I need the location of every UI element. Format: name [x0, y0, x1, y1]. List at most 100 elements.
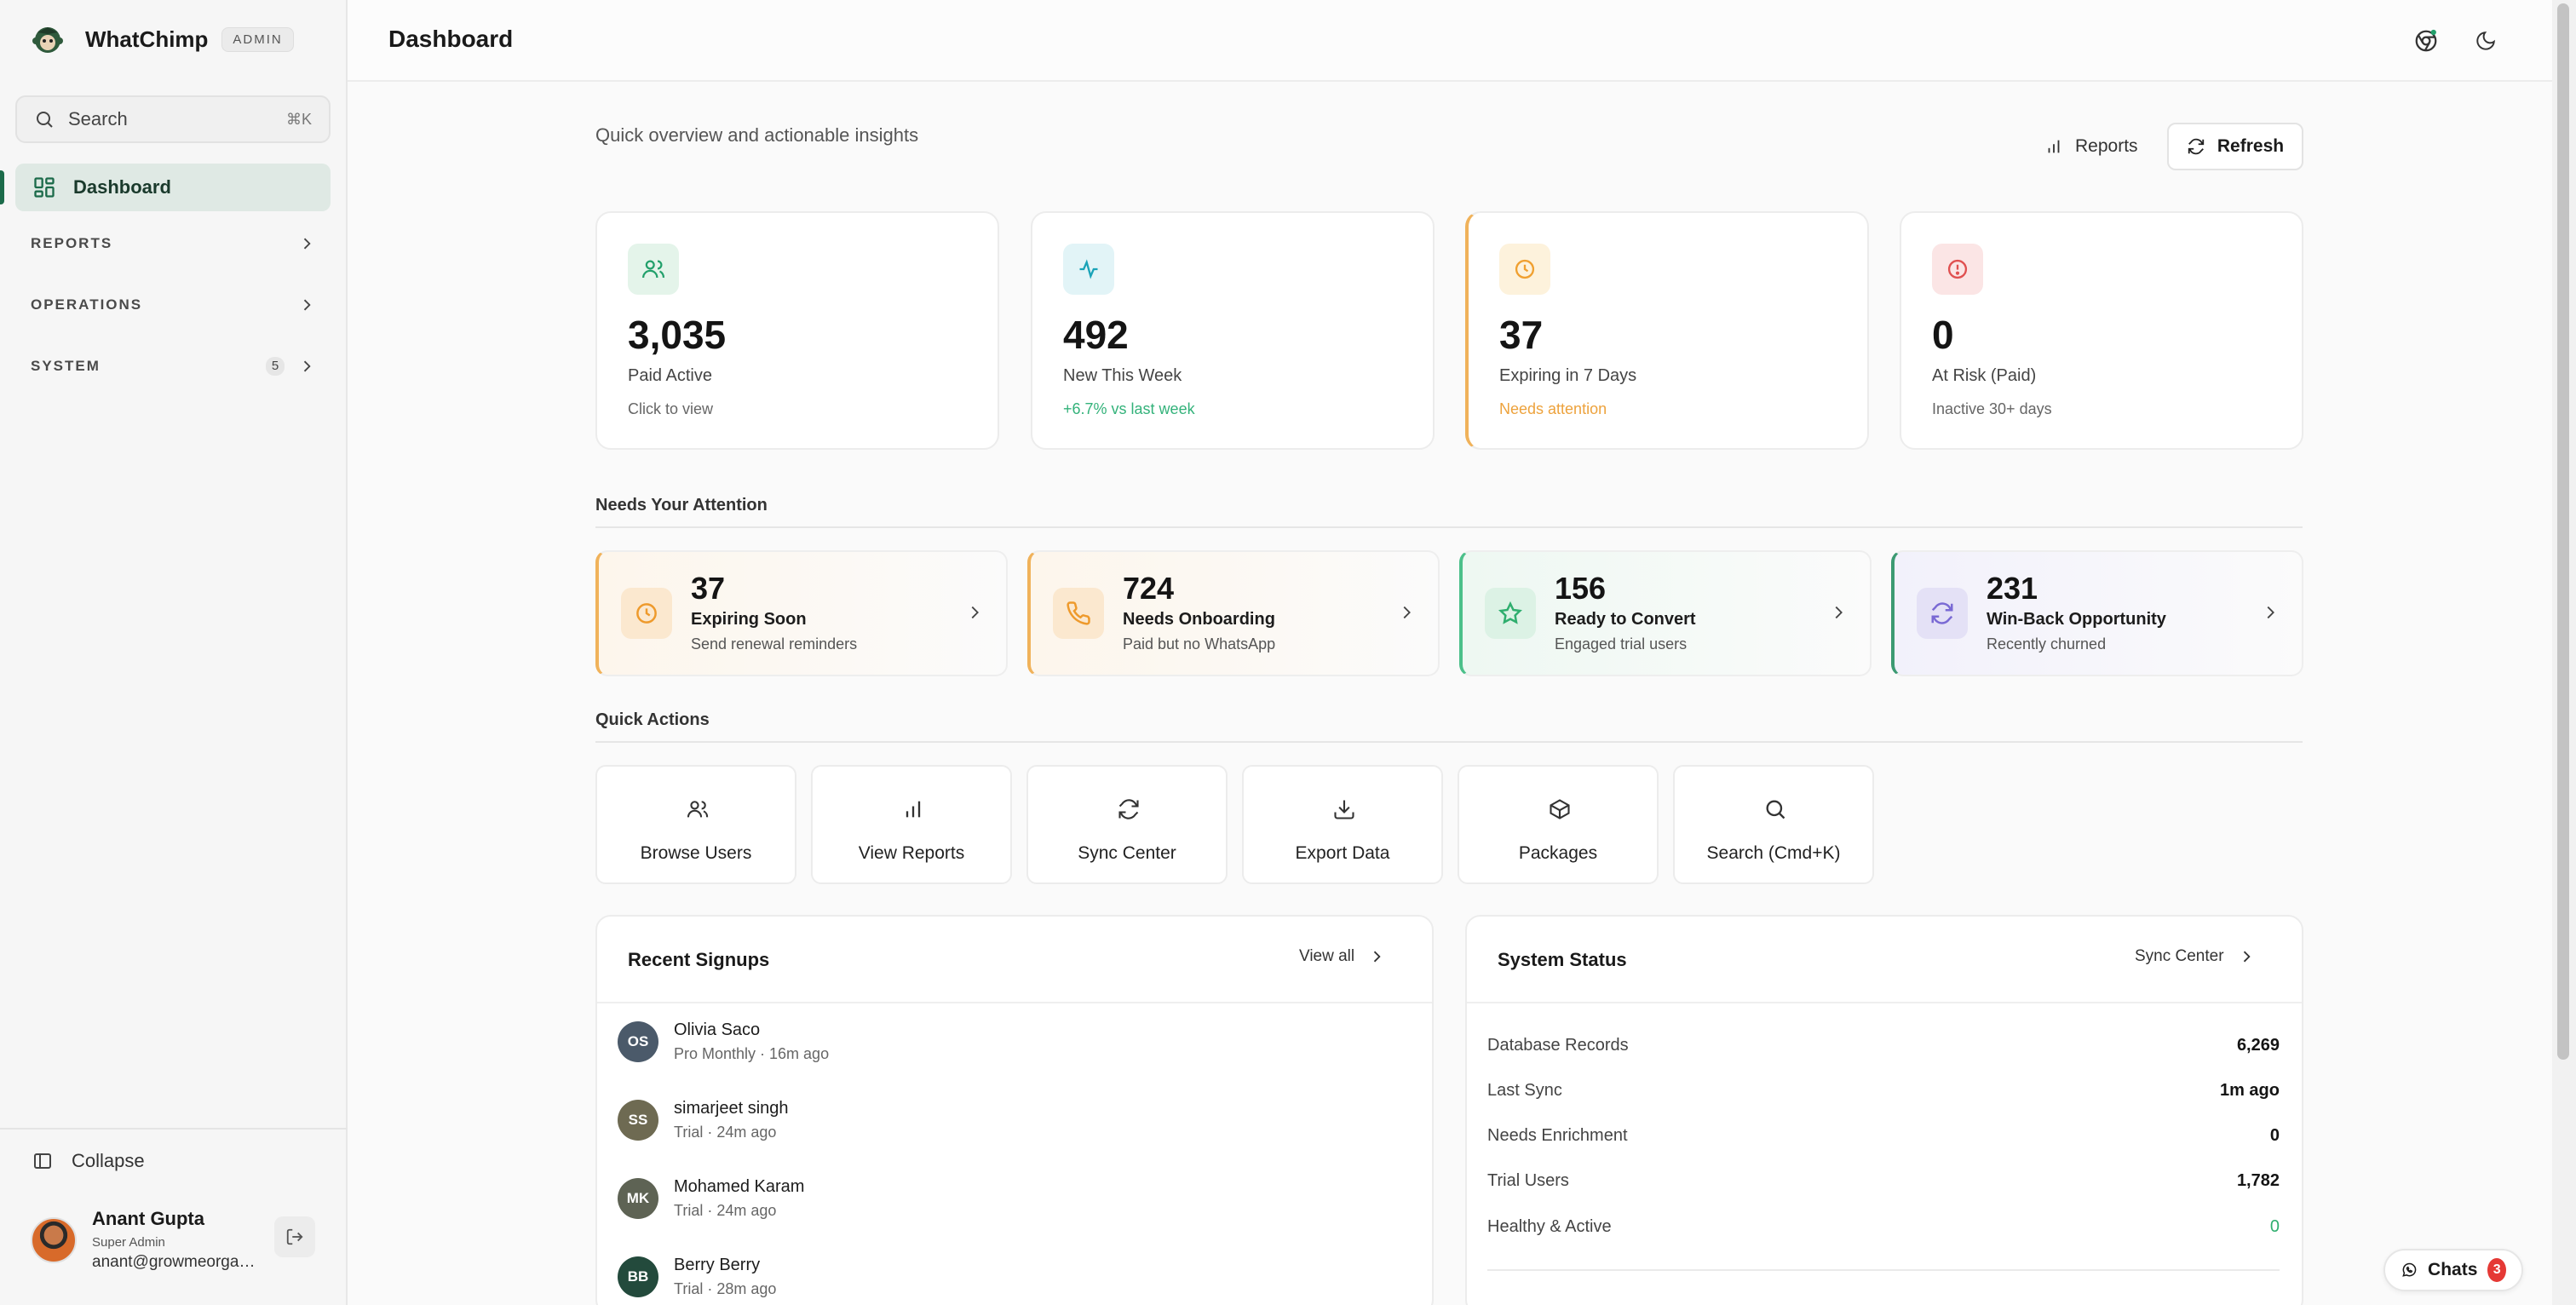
list-item[interactable]: OS Olivia Saco Pro Monthly · 16m ago: [618, 1020, 829, 1063]
list-item[interactable]: MK Mohamed Karam Trial · 24m ago: [618, 1177, 804, 1220]
stat-card-expiring[interactable]: 37 Expiring in 7 Days Needs attention: [1465, 211, 1869, 450]
sidebar-group-reports[interactable]: REPORTS: [15, 223, 331, 264]
stat-card-paid-active[interactable]: 3,035 Paid Active Click to view: [595, 211, 999, 450]
signup-name: Olivia Saco: [674, 1020, 761, 1039]
status-row: Needs Enrichment 0: [1487, 1126, 2280, 1146]
page-title: Dashboard: [388, 26, 514, 52]
refresh-label: Refresh: [2217, 136, 2285, 156]
chimp-logo-icon: [32, 27, 63, 53]
attention-desc: Recently churned: [1987, 635, 2107, 652]
avatar: SS: [618, 1100, 658, 1141]
unread-count-badge: 3: [2487, 1258, 2506, 1282]
users-icon: [687, 801, 709, 818]
group-label: OPERATIONS: [31, 296, 143, 313]
quick-action-browse-users[interactable]: Browse Users: [595, 765, 796, 884]
status-key: Healthy & Active: [1487, 1217, 1612, 1236]
quick-action-sync-center[interactable]: Sync Center: [1026, 765, 1228, 884]
status-row: Healthy & Active 0: [1487, 1217, 2280, 1237]
brand[interactable]: WhatChimp ADMIN: [31, 22, 294, 56]
attention-card-expiring-soon[interactable]: 37 Expiring Soon Send renewal reminders: [595, 550, 1008, 676]
chrome-extension-button[interactable]: [2409, 24, 2443, 58]
theme-toggle-button[interactable]: [2469, 24, 2503, 58]
user-name: Anant Gupta: [92, 1208, 204, 1229]
panel-divider: [597, 1002, 1432, 1003]
quick-action-label: Export Data: [1295, 843, 1390, 863]
sidebar-item-label: Dashboard: [73, 176, 171, 198]
attention-desc: Send renewal reminders: [691, 635, 858, 652]
refresh-icon: [2188, 138, 2205, 155]
attention-icon-wrap: [1053, 588, 1104, 639]
refresh-button[interactable]: Refresh: [2167, 123, 2303, 170]
stat-value: 492: [1063, 313, 1129, 357]
search-icon: [1766, 800, 1785, 819]
chevron-right-icon: [303, 238, 311, 250]
activity-icon: [1079, 259, 1098, 279]
group-label: SYSTEM: [31, 358, 101, 374]
attention-value: 231: [1987, 571, 2038, 606]
clock-icon: [1515, 259, 1535, 279]
admin-badge: ADMIN: [221, 26, 294, 52]
stat-value: 3,035: [628, 313, 727, 357]
users-icon: [642, 260, 665, 279]
avatar: OS: [618, 1021, 658, 1062]
stat-note: Inactive 30+ days: [1932, 400, 2052, 417]
reports-button[interactable]: Reports: [2034, 123, 2148, 170]
sidebar-item-dashboard[interactable]: Dashboard: [15, 164, 331, 211]
signup-meta: Trial · 24m ago: [674, 1202, 777, 1219]
attention-card-needs-onboarding[interactable]: 724 Needs Onboarding Paid but no WhatsAp…: [1027, 550, 1440, 676]
alert-circle-icon: [1947, 259, 1968, 279]
stat-icon-wrap: [628, 244, 679, 295]
scrollbar-thumb[interactable]: [2557, 3, 2569, 1060]
moon-icon: [2476, 32, 2495, 50]
status-key: Last Sync: [1487, 1081, 1562, 1100]
collapse-button[interactable]: Collapse: [32, 1150, 145, 1172]
list-item[interactable]: BB Berry Berry Trial · 28m ago: [618, 1256, 776, 1298]
attention-card-win-back[interactable]: 231 Win-Back Opportunity Recently churne…: [1891, 550, 2303, 676]
group-label: REPORTS: [31, 235, 113, 251]
avatar: BB: [618, 1256, 658, 1297]
group-count-badge: 5: [266, 357, 285, 376]
chats-label: Chats: [2428, 1260, 2478, 1279]
quick-action-packages[interactable]: Packages: [1458, 765, 1659, 884]
section-divider: [595, 741, 2303, 743]
stat-card-at-risk[interactable]: 0 At Risk (Paid) Inactive 30+ days: [1900, 211, 2303, 450]
sidebar-group-system[interactable]: SYSTEM 5: [15, 346, 331, 387]
stat-icon-wrap: [1932, 244, 1983, 295]
logout-button[interactable]: [274, 1216, 315, 1257]
chats-button[interactable]: Chats 3: [2383, 1249, 2523, 1291]
link-label: Sync Center: [2135, 947, 2224, 965]
stat-note: Needs attention: [1499, 400, 1607, 417]
stat-card-new-this-week[interactable]: 492 New This Week +6.7% vs last week: [1031, 211, 1435, 450]
signup-meta: Trial · 28m ago: [674, 1280, 777, 1297]
list-item[interactable]: SS simarjeet singh Trial · 24m ago: [618, 1099, 789, 1141]
reports-label: Reports: [2075, 136, 2138, 156]
view-all-link[interactable]: View all: [1299, 947, 1385, 966]
attention-value: 37: [691, 571, 726, 606]
attention-title: Expiring Soon: [691, 610, 807, 629]
status-value: 6,269: [2236, 1036, 2280, 1055]
attention-icon-wrap: [621, 588, 672, 639]
status-row: Trial Users 1,782: [1487, 1171, 2280, 1191]
quick-action-view-reports[interactable]: View Reports: [811, 765, 1012, 884]
system-status-panel: System Status Sync Center Database Recor…: [1465, 915, 2303, 1305]
chevron-right-icon: [1373, 951, 1381, 963]
attention-card-ready-to-convert[interactable]: 156 Ready to Convert Engaged trial users: [1459, 550, 1872, 676]
attention-desc: Paid but no WhatsApp: [1123, 635, 1276, 652]
chevron-right-icon: [2267, 606, 2274, 619]
link-label: View all: [1299, 947, 1355, 965]
page-subtitle: Quick overview and actionable insights: [595, 124, 919, 146]
top-header: Dashboard: [348, 0, 2552, 82]
user-profile[interactable]: Anant Gupta Super Admin anant@growmeorga…: [31, 1208, 259, 1272]
sidebar-group-operations[interactable]: OPERATIONS: [15, 285, 331, 325]
sidebar-divider: [0, 1128, 348, 1130]
search-shortcut: ⌘K: [285, 110, 312, 128]
dashboard-icon: [34, 177, 55, 198]
status-key: Needs Enrichment: [1487, 1126, 1628, 1145]
attention-value: 724: [1123, 571, 1175, 606]
quick-action-search[interactable]: Search (Cmd+K): [1673, 765, 1874, 884]
sync-center-link[interactable]: Sync Center: [2135, 947, 2255, 966]
quick-action-export-data[interactable]: Export Data: [1242, 765, 1443, 884]
sidebar-search[interactable]: Search ⌘K: [15, 95, 331, 143]
chevron-right-icon: [971, 606, 979, 619]
search-icon: [37, 112, 53, 128]
